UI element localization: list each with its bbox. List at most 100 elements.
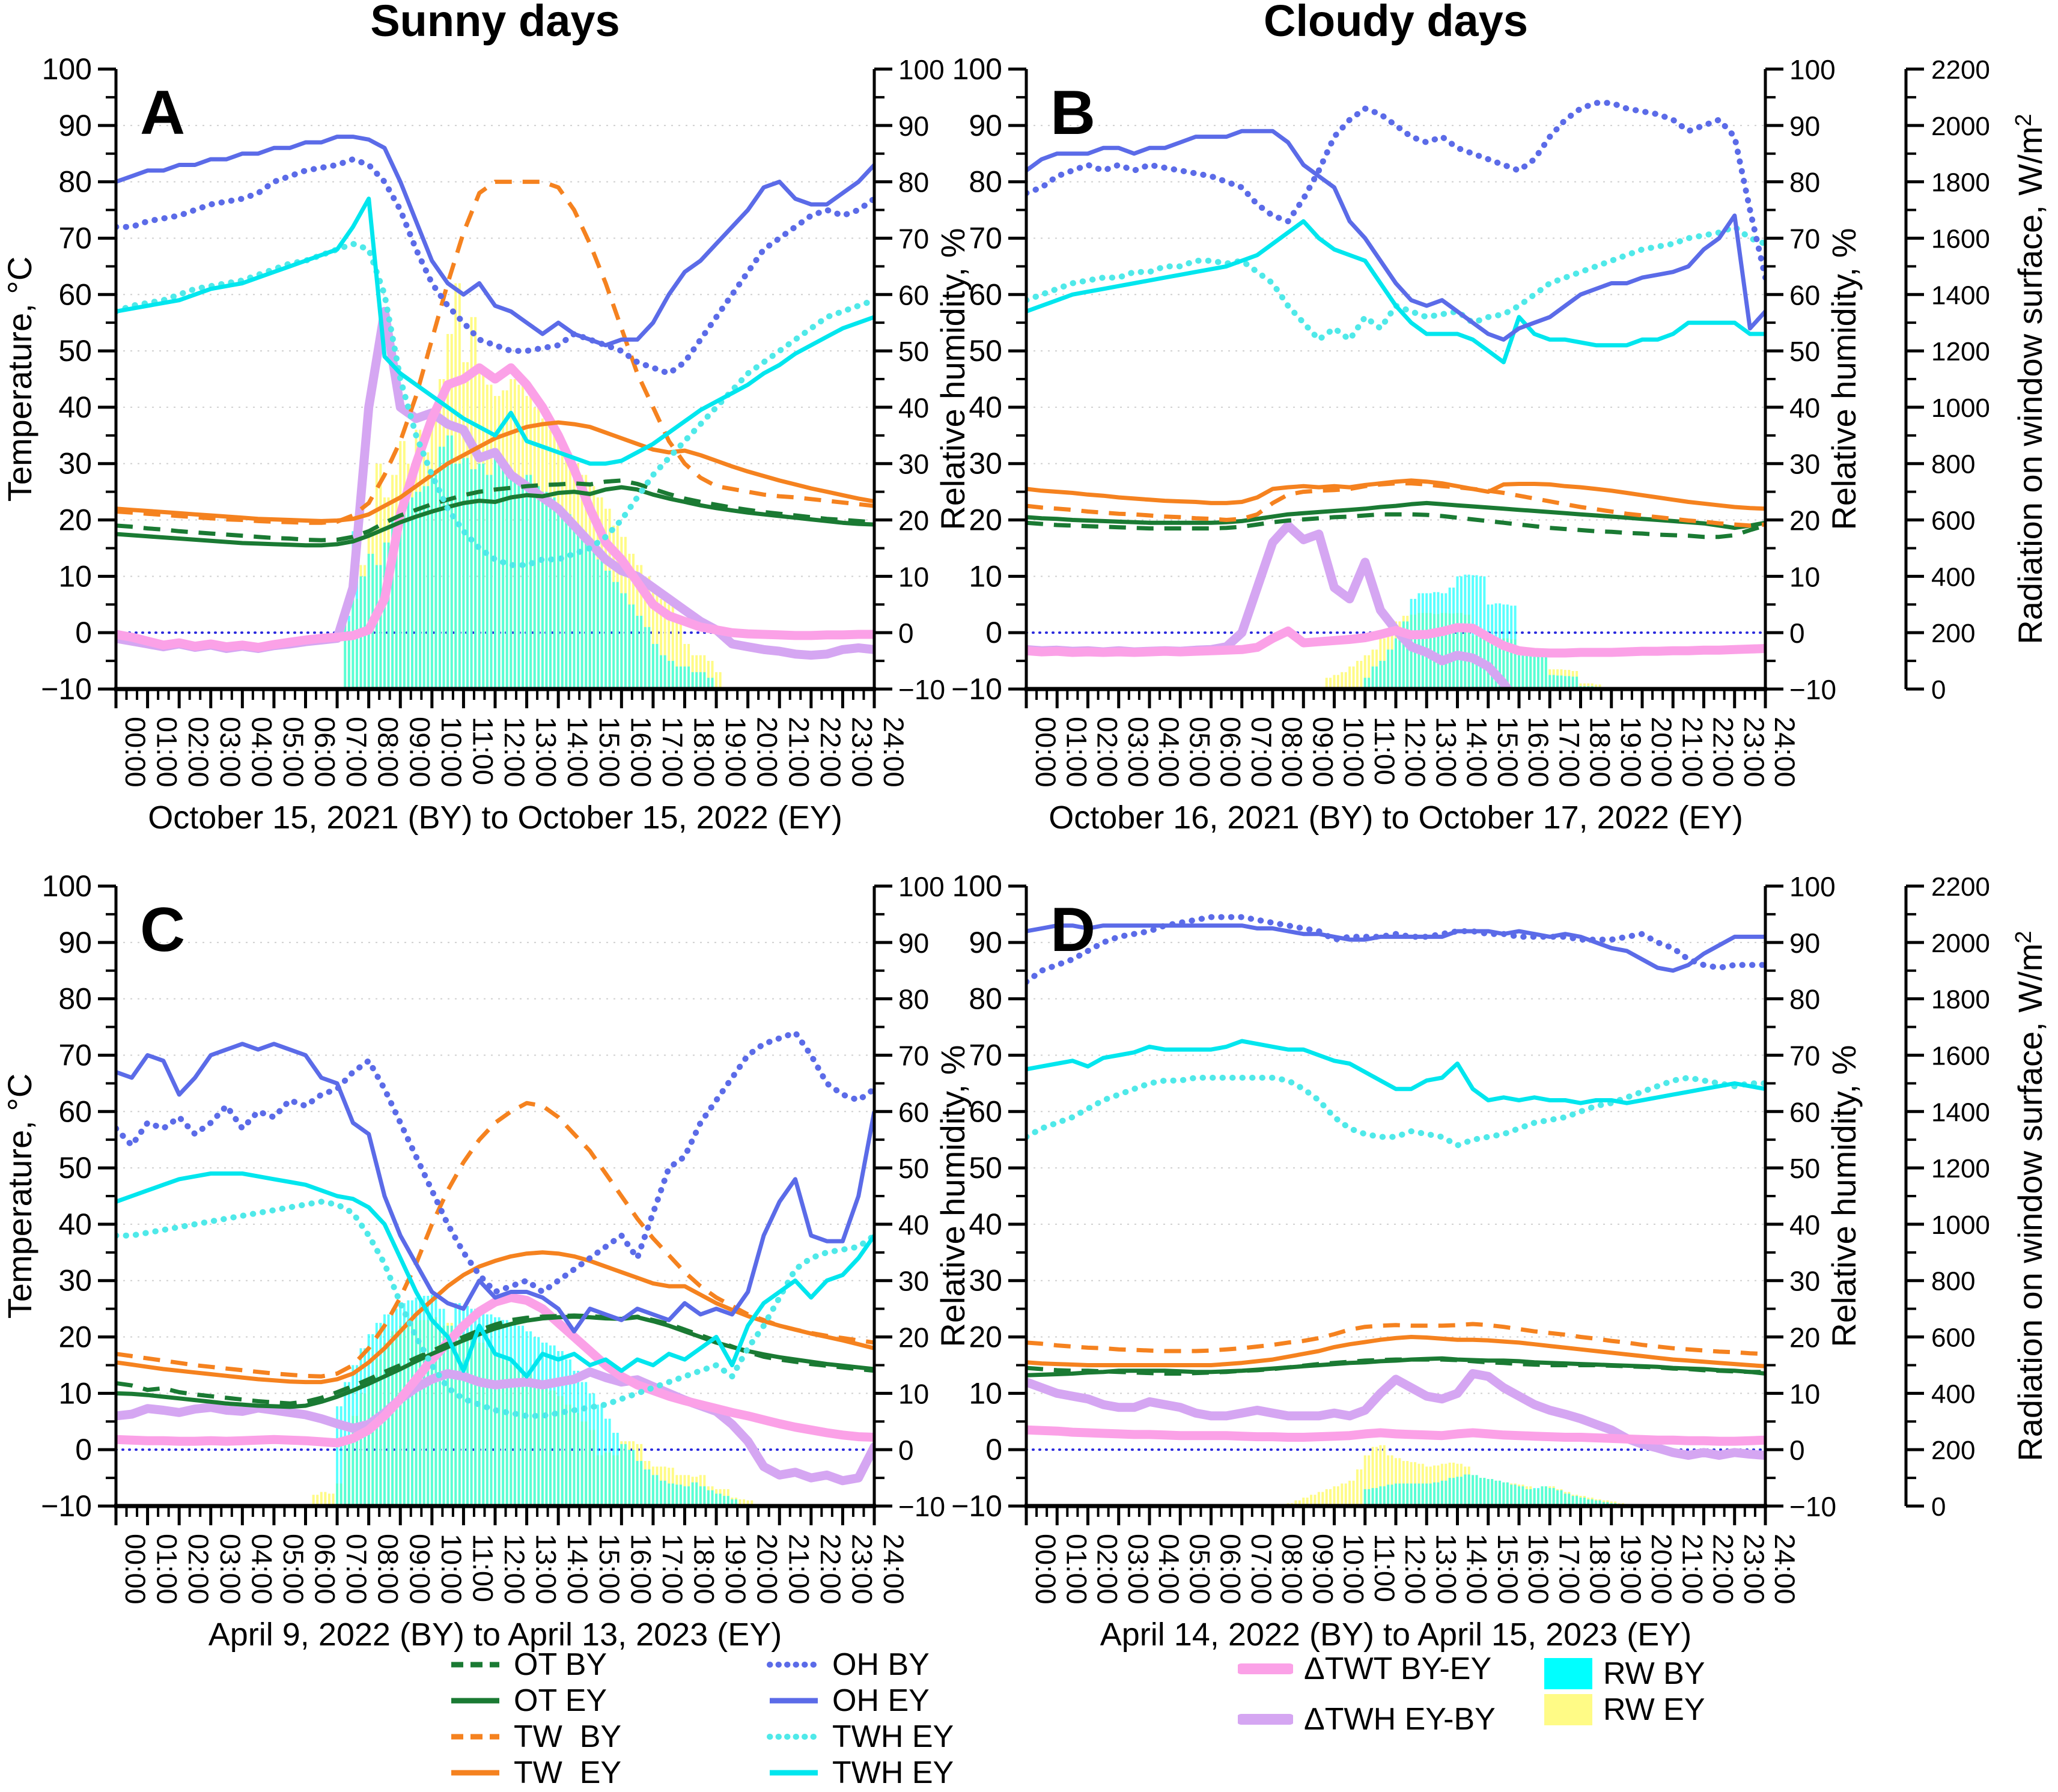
humidity-tick-label: 70: [1789, 223, 1820, 254]
panel-letter: C: [140, 895, 185, 965]
series--twt-by-ey: [116, 1293, 874, 1448]
x-tick-labels: 00:0001:0002:0003:0004:0005:0006:0007:00…: [1030, 1534, 1801, 1605]
bars-rw-ey: [312, 1317, 753, 1506]
radiation-tick-label: 1400: [1931, 1098, 1990, 1127]
humidity-tick-label: 30: [1789, 1266, 1820, 1297]
temp-tick-label: 60: [58, 1095, 92, 1128]
x-tick-label: 18:00: [1585, 1534, 1616, 1605]
x-tick-label: 24:00: [878, 717, 910, 788]
temp-tick-label: 60: [969, 278, 1002, 311]
series-twh-ey-dotted: [116, 240, 874, 568]
x-tick-label: 18:00: [689, 1534, 720, 1605]
radiation-tick-label: 200: [1931, 619, 1975, 648]
x-tick-label: 13:00: [1430, 717, 1462, 788]
humidity-tick-label: 70: [898, 223, 929, 254]
x-tick-label: 21:00: [783, 1534, 815, 1605]
radiation-axis: 0 200 400 600 800 1000 1200 1400 1600 1800 2000 220…: [1904, 872, 1990, 1522]
radiation-tick-label: 1200: [1931, 1154, 1990, 1183]
x-tick-label: 19:00: [1615, 717, 1647, 788]
series-twh-ey: [1026, 219, 1765, 365]
temp-tick-label: 50: [969, 334, 1002, 368]
x-tick-label: 23:00: [1738, 1534, 1770, 1605]
humidity-axis-title: Relative humidity, %: [1825, 1045, 1863, 1347]
y-tick-labels: −10 −10 0 0 10 10 20 20 30 30 40 40 50 50 60 60 70 70 80 80…: [951, 52, 1836, 706]
x-tick-label: 02:00: [183, 1534, 215, 1605]
x-tick-label: 12:00: [499, 1534, 531, 1605]
temp-tick-label: 10: [969, 559, 1002, 593]
x-tick-label: 04:00: [246, 1534, 278, 1605]
radiation-bars: [1286, 1445, 1624, 1506]
humidity-tick-label: 60: [1789, 1096, 1820, 1128]
x-tick-label: 22:00: [1708, 717, 1740, 788]
x-tick-label: 17:00: [657, 717, 689, 788]
x-tick-label: 17:00: [1553, 717, 1585, 788]
radiation-tick-label: 1000: [1931, 393, 1990, 423]
x-tick-label: 19:00: [720, 1534, 752, 1605]
x-tick-label: 00:00: [1030, 717, 1062, 788]
panel-letter: D: [1050, 895, 1095, 965]
x-tick-label: 16:00: [1523, 717, 1554, 788]
x-tick-label: 14:00: [562, 717, 594, 788]
temp-tick-label: 80: [58, 165, 92, 199]
series--twt-by-ey: [1026, 1425, 1765, 1446]
series-lines: [116, 135, 874, 660]
temp-tick-label: 60: [969, 1095, 1002, 1128]
gridlines: [115, 941, 875, 1451]
radiation-axis-title: Radiation on window surface, W/m2: [2011, 931, 2049, 1461]
temp-tick-label: 90: [969, 109, 1002, 142]
x-tick-label: 09:00: [404, 1534, 436, 1605]
radiation-tick-label: 2000: [1931, 929, 1990, 958]
temp-tick-label: 100: [42, 52, 92, 86]
series--twh-ey-by: [116, 1367, 874, 1486]
x-tick-label: 11:00: [1369, 717, 1401, 785]
humidity-tick-label: 20: [898, 1322, 929, 1353]
x-tick-label: 23:00: [846, 1534, 878, 1605]
x-tick-label: 24:00: [1769, 1534, 1801, 1605]
panel-c: −10 −10 0 0 10 10 20 20 30 30 40 40 50 50 60 60 70 70 80 80…: [41, 869, 945, 1653]
series-oh-ey: [116, 1042, 874, 1334]
x-tick-label: 16:00: [625, 1534, 657, 1605]
gridlines: [115, 124, 875, 634]
humidity-tick-label: 100: [898, 54, 945, 85]
temp-tick-label: 40: [58, 390, 92, 424]
humidity-tick-label: 10: [898, 561, 929, 592]
series-tw-by: [1026, 481, 1765, 528]
humidity-tick-label: 20: [898, 505, 929, 536]
x-tick-label: 04:00: [1153, 717, 1185, 788]
humidity-tick-label: −10: [898, 674, 945, 705]
humidity-tick-label: 40: [898, 392, 929, 424]
temp-tick-label: 10: [58, 559, 92, 593]
humidity-axis-title: Relative humidity, %: [934, 228, 972, 530]
radiation-tick-label: 2200: [1931, 872, 1990, 902]
humidity-tick-label: 90: [898, 928, 929, 959]
radiation-tick-label: 1000: [1931, 1210, 1990, 1240]
x-tick-label: 04:00: [1153, 1534, 1185, 1605]
x-tick-label: 06:00: [309, 717, 341, 788]
series-ot-ey: [1026, 500, 1765, 530]
gridlines: [1025, 124, 1767, 634]
x-tick-label: 07:00: [1246, 717, 1277, 788]
temp-tick-label: 50: [969, 1151, 1002, 1185]
series-ot-by: [116, 1313, 874, 1406]
x-tick-label: 11:00: [467, 717, 499, 785]
temp-tick-label: 30: [969, 447, 1002, 481]
column-title-cloudy: Cloudy days: [1264, 0, 1528, 46]
series-tw-ey: [1026, 1335, 1765, 1368]
gridlines: [1025, 941, 1767, 1451]
temp-tick-label: 90: [969, 926, 1002, 959]
x-tick-label: 09:00: [1307, 717, 1339, 788]
x-tick-label: 04:00: [246, 717, 278, 788]
x-tick-label: 00:00: [120, 1534, 151, 1605]
humidity-tick-label: 50: [898, 1153, 929, 1184]
x-tick-label: 06:00: [1215, 717, 1247, 788]
series-twh-ey: [116, 196, 874, 466]
radiation-tick-label: 0: [1931, 675, 1946, 705]
temp-tick-label: 50: [58, 1151, 92, 1185]
temp-tick-label: 30: [58, 447, 92, 481]
humidity-tick-label: 10: [1789, 561, 1820, 592]
temp-tick-label: 70: [58, 221, 92, 255]
humidity-tick-label: 30: [898, 1266, 929, 1297]
x-axis-title: October 15, 2021 (BY) to October 15, 202…: [148, 800, 842, 836]
